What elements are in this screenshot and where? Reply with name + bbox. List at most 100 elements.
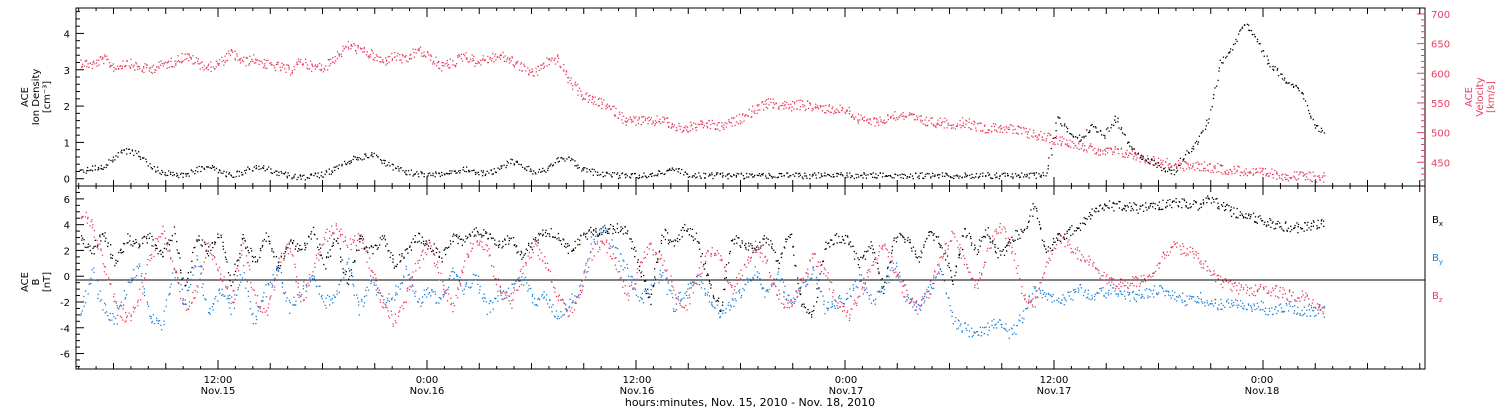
data-point	[922, 177, 924, 179]
data-point	[634, 289, 637, 291]
data-point	[659, 269, 661, 272]
data-point	[591, 101, 593, 104]
data-point	[409, 57, 411, 60]
data-point	[1259, 171, 1261, 174]
data-point	[1310, 180, 1313, 182]
data-point	[541, 295, 543, 297]
data-point	[267, 314, 269, 316]
data-point	[195, 266, 197, 268]
data-point	[474, 65, 476, 67]
data-point	[668, 169, 671, 171]
data-point	[1097, 150, 1099, 152]
data-point	[341, 163, 343, 166]
data-point	[931, 117, 933, 119]
data-point	[894, 268, 896, 270]
data-point	[969, 174, 971, 176]
data-point	[225, 285, 227, 287]
data-point	[285, 71, 287, 73]
data-point	[683, 126, 685, 129]
data-point	[1281, 73, 1283, 75]
data-point	[365, 295, 367, 297]
data-point	[645, 292, 647, 295]
data-point	[650, 242, 652, 244]
data-point	[605, 241, 608, 243]
data-point	[1182, 159, 1184, 161]
data-point	[1169, 295, 1171, 297]
data-point	[1204, 167, 1206, 170]
data-point	[834, 110, 836, 112]
data-point	[549, 164, 551, 167]
data-point	[648, 175, 650, 178]
data-point	[729, 281, 731, 284]
data-point	[971, 176, 974, 179]
data-point	[1201, 301, 1203, 303]
data-point	[859, 280, 861, 283]
data-point	[771, 285, 773, 287]
data-point	[1212, 97, 1215, 100]
data-point	[1128, 141, 1130, 143]
data-point	[383, 299, 385, 301]
data-point	[402, 55, 404, 57]
data-point	[891, 267, 893, 269]
data-point	[711, 172, 713, 174]
data-point	[307, 279, 309, 281]
data-point	[877, 121, 879, 123]
data-point	[392, 169, 394, 171]
data-point	[335, 60, 337, 62]
data-point	[255, 315, 257, 318]
data-point	[207, 64, 209, 67]
data-point	[100, 167, 102, 170]
data-point	[341, 234, 344, 236]
data-point	[182, 303, 185, 305]
data-point	[1257, 306, 1260, 308]
data-point	[995, 327, 998, 329]
data-point	[819, 291, 822, 293]
data-point	[1085, 297, 1088, 299]
data-point	[300, 58, 302, 61]
data-point	[1201, 131, 1203, 133]
data-point	[596, 174, 599, 176]
data-point	[1026, 173, 1028, 176]
data-point	[1053, 300, 1055, 302]
data-point	[721, 309, 723, 312]
data-point	[1322, 175, 1324, 177]
data-point	[121, 152, 123, 154]
data-point	[901, 115, 903, 117]
data-point	[567, 77, 569, 79]
data-point	[244, 170, 246, 172]
data-point	[295, 276, 298, 278]
data-point	[283, 173, 285, 175]
data-point	[574, 295, 576, 297]
data-point	[587, 271, 589, 273]
data-point	[612, 253, 615, 255]
data-point	[1079, 284, 1082, 286]
data-point	[793, 302, 795, 304]
data-point	[357, 159, 359, 161]
data-point	[993, 327, 995, 329]
data-point	[832, 176, 834, 178]
data-point	[350, 272, 353, 274]
data-point	[1286, 304, 1288, 306]
top-panel-frame	[75, 7, 1426, 187]
data-point	[81, 216, 84, 219]
data-point	[1269, 172, 1271, 174]
data-point	[89, 62, 91, 64]
data-point	[1031, 293, 1034, 295]
data-point	[158, 61, 160, 63]
data-point	[308, 68, 311, 70]
data-point	[726, 174, 728, 176]
data-point	[170, 258, 172, 260]
data-point	[1014, 128, 1016, 130]
data-point	[476, 240, 478, 242]
data-point	[265, 284, 267, 286]
data-point	[1240, 305, 1242, 307]
data-point	[239, 59, 241, 62]
data-point	[1187, 164, 1189, 166]
data-point	[1062, 294, 1064, 296]
data-point	[132, 306, 135, 308]
data-point	[833, 305, 835, 307]
data-point	[1163, 290, 1165, 292]
data-point	[487, 55, 489, 58]
data-point	[226, 59, 229, 61]
data-point	[543, 297, 545, 299]
